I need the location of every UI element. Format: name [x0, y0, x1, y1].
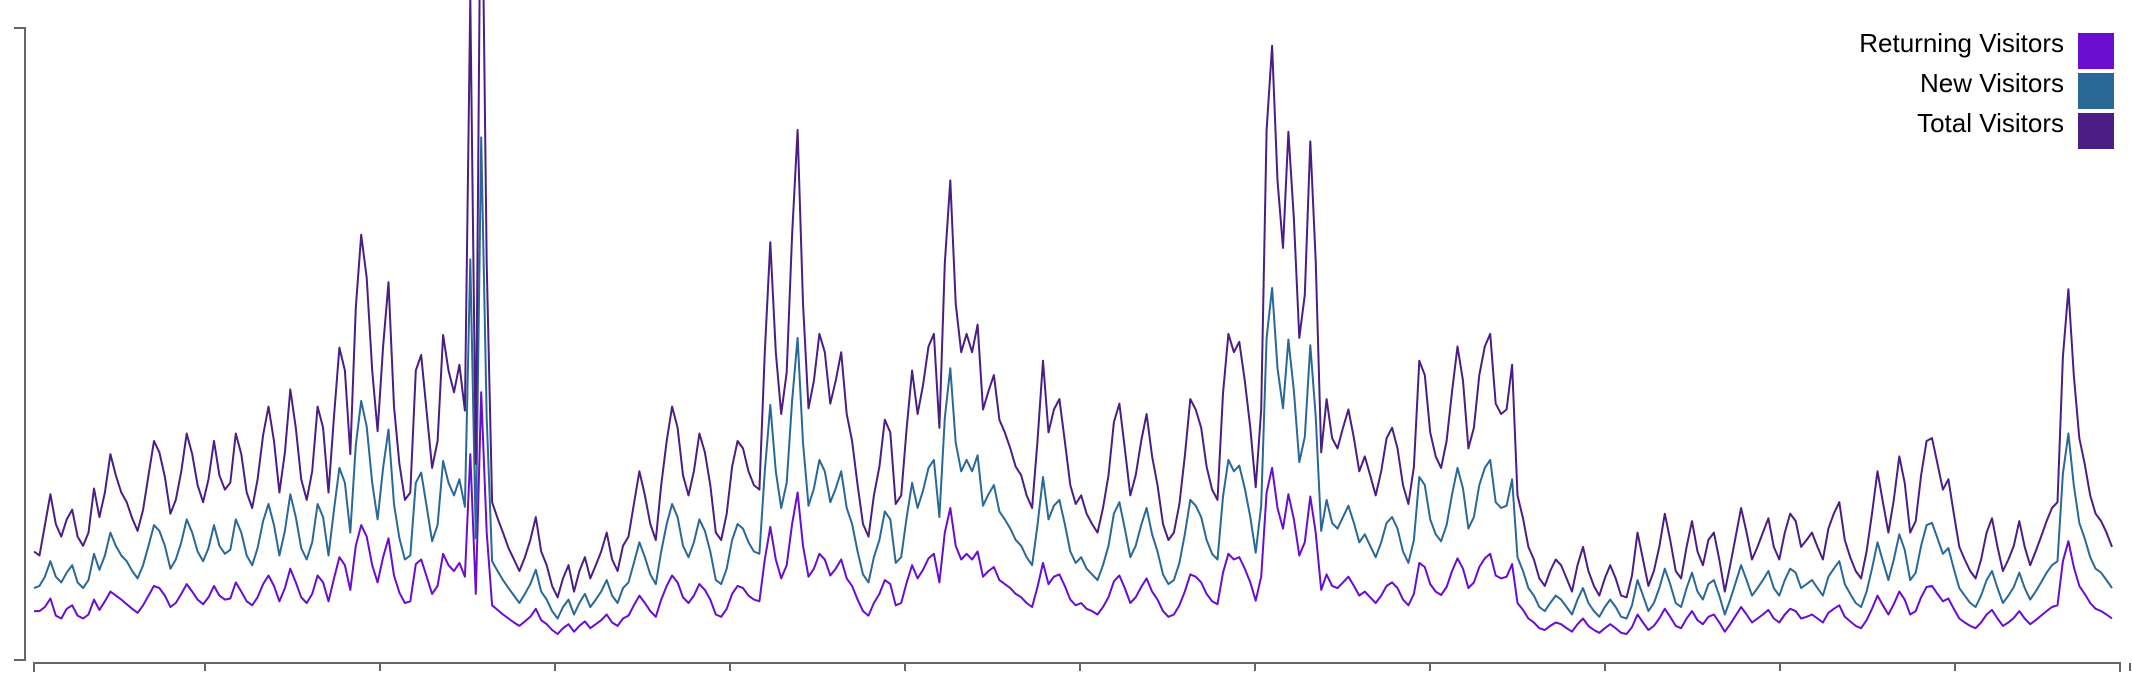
legend-item-new-visitors[interactable]: New Visitors: [1920, 68, 2114, 109]
series-line-returning-visitors: [34, 391, 2113, 635]
legend-swatch-total-visitors: [2078, 113, 2114, 149]
series-line-total-visitors: [33, 0, 2113, 599]
legend-swatch-new-visitors: [2078, 73, 2114, 109]
legend-label-new-visitors: New Visitors: [1920, 68, 2064, 98]
series-lines: [33, 0, 2113, 635]
x-axis: [33, 662, 2131, 672]
series-line-new-visitors: [33, 136, 2113, 620]
legend-swatch-returning-visitors: [2078, 33, 2114, 69]
legend-item-total-visitors[interactable]: Total Visitors: [1917, 108, 2114, 149]
legend-label-total-visitors: Total Visitors: [1917, 108, 2064, 138]
legend-label-returning-visitors: Returning Visitors: [1859, 28, 2064, 58]
y-axis: [14, 27, 26, 661]
legend-item-returning-visitors[interactable]: Returning Visitors: [1859, 28, 2114, 69]
legend: Returning Visitors New Visitors Total Vi…: [1859, 28, 2114, 149]
